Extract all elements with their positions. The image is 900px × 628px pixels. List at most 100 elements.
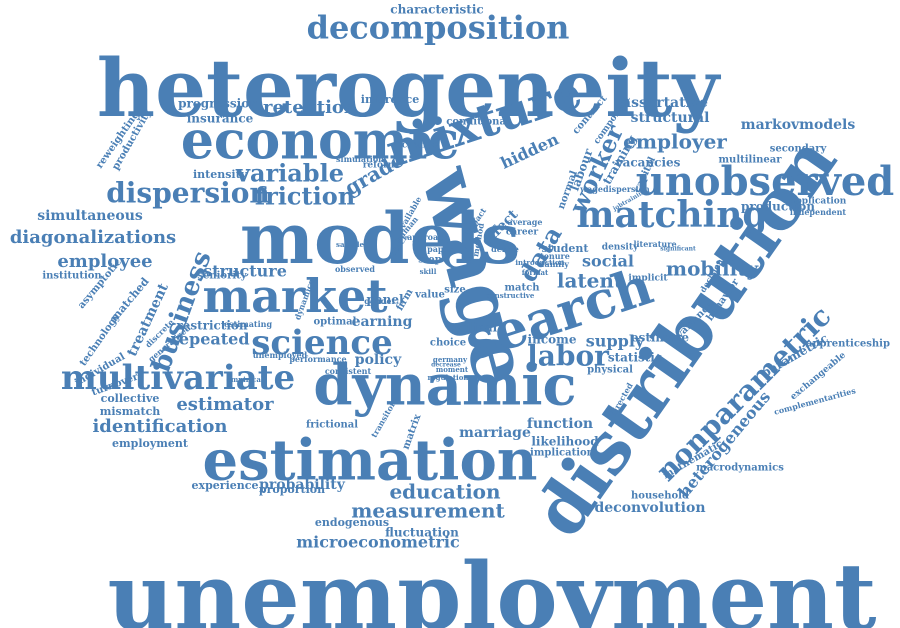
word-empirical: empirical	[226, 375, 264, 384]
word-introduction: introduction	[515, 258, 564, 267]
word-apprenticeship: apprenticeship	[806, 339, 890, 350]
word-unemployed: unemployed	[253, 350, 308, 360]
word-paper: paper	[427, 244, 453, 254]
word-vacancies: vacancies	[615, 156, 681, 170]
word-seniority: seniority	[197, 271, 247, 282]
word-unobserved: unobserved	[636, 158, 895, 205]
word-markovmodels: markovmodels	[741, 117, 856, 133]
word-density: density	[602, 243, 639, 253]
word-approach: approach	[407, 232, 449, 242]
word-microeconometric: microeconometric	[296, 533, 460, 552]
word-implication: implication	[530, 448, 595, 459]
word-characteristic: characteristic	[390, 3, 483, 17]
word-labor: labor	[527, 340, 610, 373]
word-simultaneous: simultaneous	[37, 208, 143, 224]
word-estimate: estimate	[631, 331, 690, 345]
word-panel: panel	[366, 293, 404, 307]
word-education: education	[389, 480, 501, 504]
word-estimator: estimator	[176, 394, 274, 415]
word-germany: germany	[433, 355, 468, 364]
word-average: average	[507, 217, 542, 227]
word-economic: economic	[181, 111, 459, 172]
word-institution: institution	[42, 271, 102, 282]
word-marriage: marriage	[459, 425, 531, 441]
word-science: science	[251, 323, 392, 363]
word-significant: significant	[660, 246, 696, 253]
word-moment: moment	[436, 365, 469, 374]
word-secondary: secondary	[770, 144, 828, 155]
word-dispersion: dispersion	[106, 177, 270, 210]
word-decrease: decrease	[431, 362, 461, 369]
word-implicit: implicit	[628, 274, 668, 284]
word-employer: employer	[623, 130, 727, 154]
word-fluctuation: fluctuation	[385, 526, 459, 540]
word-diagonalizations: diagonalizations	[10, 227, 176, 248]
word-unemployment: unemployment	[107, 543, 877, 628]
word-employment: employment	[112, 437, 189, 450]
word-multivariate: multivariate	[61, 358, 295, 398]
word-deconvolution: deconvolution	[594, 500, 705, 516]
word-student: student	[541, 242, 589, 255]
word-latent: latent	[557, 269, 624, 293]
word-match: match	[504, 283, 540, 294]
word-value: value	[414, 290, 445, 301]
word-performance: performance	[289, 354, 346, 364]
word-models: models	[240, 197, 520, 280]
word-estimation: estimation	[202, 428, 537, 494]
word-assortative: assortative	[622, 95, 708, 111]
word-application: application	[790, 197, 847, 207]
word-income: income	[528, 333, 577, 347]
word-structural: structural	[631, 110, 710, 126]
word-physical: physical	[587, 365, 633, 376]
word-retention: retention	[263, 97, 357, 118]
word-firm: firm	[394, 287, 415, 313]
word-progression: progression	[178, 97, 258, 111]
word-gender: gender	[364, 296, 396, 306]
word-endogenous: endogenous	[315, 516, 389, 529]
word-size: size	[444, 285, 465, 296]
word-change: change	[402, 141, 439, 151]
word-inference: inference	[361, 93, 419, 106]
word-career: career	[506, 228, 539, 238]
word-experience: experience	[192, 479, 259, 492]
word-policy: policy	[355, 352, 402, 368]
word-independent: independent	[790, 207, 847, 217]
word-supply: supply	[586, 332, 645, 351]
word-skill: skill	[420, 267, 437, 276]
word-reform: reform	[363, 161, 398, 171]
word-mismatch: mismatch	[100, 405, 161, 418]
word-proportion: proportion	[259, 483, 325, 496]
word-market: market	[202, 269, 388, 323]
word-frictional: frictional	[306, 420, 358, 431]
word-intensity: intensity	[193, 168, 248, 181]
word-restriction: restriction	[176, 319, 248, 333]
word-production: production	[741, 200, 815, 214]
word-repeated: repeated	[170, 330, 249, 349]
word-household: household	[631, 491, 689, 502]
word-heterogeneity: heterogeneity	[97, 41, 722, 135]
word-family: family	[541, 259, 569, 269]
word-mobility: mobility	[666, 257, 760, 281]
word-identification: identification	[92, 416, 227, 437]
word-simulation: simulation	[336, 154, 384, 164]
word-cyclical: cyclical	[447, 321, 498, 335]
word-derive: derive	[491, 244, 519, 254]
word-choice: choice	[430, 338, 466, 349]
word-function: function	[527, 416, 593, 432]
word-earning: earning	[352, 314, 413, 330]
word-statistic: statistic	[608, 351, 662, 365]
word-regulation: regulation	[428, 373, 469, 382]
word-structure: structure	[203, 262, 287, 281]
word-dynamic: dynamic	[313, 353, 576, 419]
word-multilinear: multilinear	[718, 155, 782, 166]
word-wagedispersion: wagedispersion	[579, 184, 650, 194]
word-conditional: conditional	[446, 117, 510, 128]
word-probability: probability	[259, 477, 346, 493]
word-complementarities: complementarities	[773, 385, 857, 417]
word-insurance: insurance	[187, 112, 254, 126]
word-likelihood: likelihood	[531, 435, 599, 449]
word-format: format	[522, 268, 549, 277]
word-macrodynamics: macrodynamics	[696, 463, 784, 474]
